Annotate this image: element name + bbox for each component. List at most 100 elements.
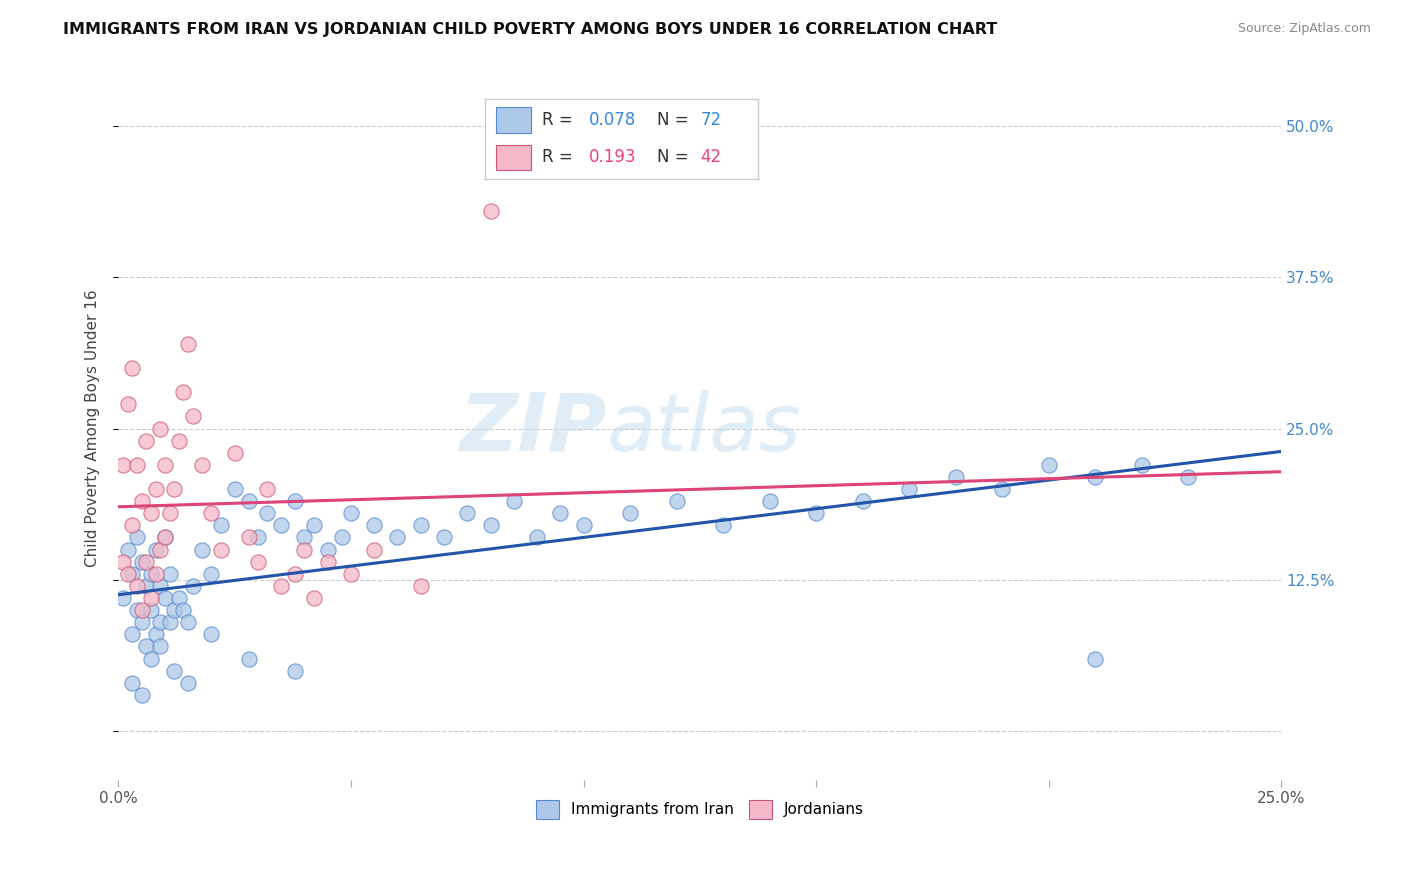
Point [159,615,181,630]
Point [131,603,153,617]
Point [145,482,167,496]
Point [139,651,162,665]
Point [270,518,292,533]
Point [284,566,307,581]
Point [200,506,222,520]
Text: atlas: atlas [607,390,801,467]
Point [163,482,186,496]
Point [125,579,148,593]
Point [149,542,172,557]
Point [191,458,214,472]
Point [804,506,827,520]
Point [340,506,363,520]
Point [145,542,167,557]
Point [149,421,172,435]
Point [149,615,172,630]
Point [163,664,186,678]
Point [167,591,190,605]
Point [153,458,176,472]
Point [238,494,260,508]
Point [139,591,162,605]
Point [502,494,524,508]
Point [139,603,162,617]
Point [1084,470,1107,484]
Point [898,482,921,496]
Point [173,385,195,400]
Point [711,518,734,533]
Point [135,640,157,654]
Point [526,531,548,545]
Point [479,518,502,533]
Point [125,531,148,545]
Point [135,434,157,448]
Point [302,518,325,533]
Point [121,518,143,533]
Point [363,518,385,533]
Point [619,506,641,520]
Point [284,494,307,508]
Point [945,470,967,484]
Point [153,531,176,545]
Point [121,675,143,690]
Point [224,482,246,496]
Point [139,566,162,581]
Point [363,542,385,557]
Point [238,531,260,545]
Point [177,336,200,351]
Point [125,603,148,617]
Point [1177,470,1199,484]
Point [173,603,195,617]
Point [111,555,134,569]
Point [758,494,780,508]
Point [270,579,292,593]
Point [302,591,325,605]
Point [294,542,316,557]
Point [149,579,172,593]
Text: ZIP: ZIP [460,390,607,467]
Point [145,566,167,581]
Point [153,531,176,545]
Point [1084,651,1107,665]
Point [181,409,204,424]
Point [117,566,139,581]
Point [131,688,153,702]
Point [665,494,688,508]
Point [294,531,316,545]
Point [238,651,260,665]
Point [159,506,181,520]
Point [246,531,269,545]
Point [111,458,134,472]
Point [131,494,153,508]
Point [209,518,232,533]
Point [991,482,1014,496]
Point [121,566,143,581]
Point [200,627,222,641]
Point [224,446,246,460]
Point [316,555,339,569]
Point [177,675,200,690]
Point [131,615,153,630]
Point [117,397,139,411]
Point [181,579,204,593]
Point [121,361,143,376]
Point [163,603,186,617]
Point [246,555,269,569]
Point [111,591,134,605]
Point [153,591,176,605]
Point [256,482,278,496]
Point [1038,458,1060,472]
Point [135,555,157,569]
Point [145,627,167,641]
Y-axis label: Child Poverty Among Boys Under 16: Child Poverty Among Boys Under 16 [86,290,100,567]
Point [177,615,200,630]
Point [387,531,409,545]
Point [117,542,139,557]
Point [121,627,143,641]
Point [1130,458,1153,472]
Point [149,640,172,654]
Point [139,506,162,520]
Point [159,566,181,581]
Point [409,518,432,533]
Point [167,434,190,448]
Point [135,579,157,593]
